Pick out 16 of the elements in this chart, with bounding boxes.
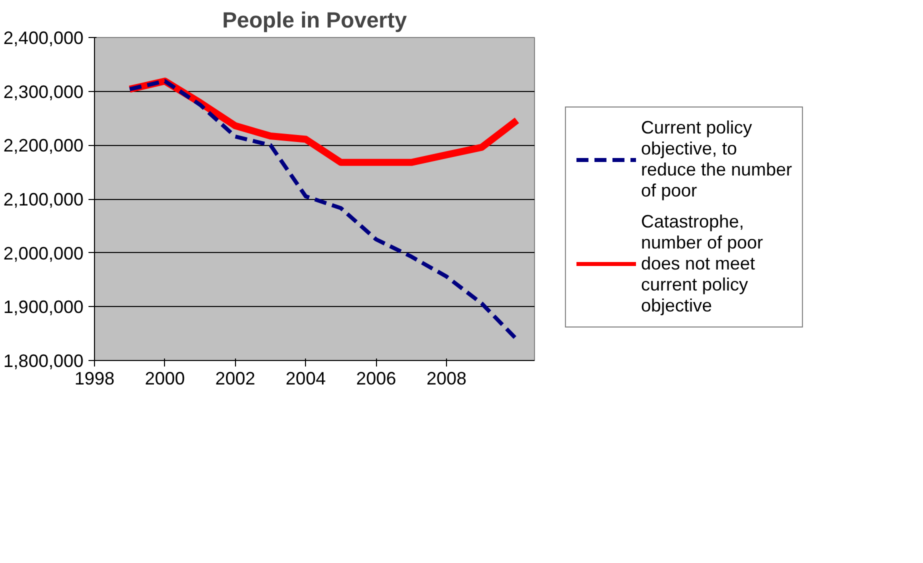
y-tick-label: 2,200,000 <box>3 136 84 156</box>
y-tick-label: 1,800,000 <box>3 351 84 371</box>
x-tick-label: 2006 <box>356 368 396 388</box>
x-tick-label: 2004 <box>286 368 326 388</box>
y-tick-label: 2,400,000 <box>3 28 84 48</box>
y-tick-label: 1,900,000 <box>3 297 84 318</box>
chart-title: People in Poverty <box>222 8 408 32</box>
x-tick-label: 2008 <box>426 368 467 388</box>
x-tick-label: 2002 <box>215 368 256 388</box>
x-tick-label: 1998 <box>74 368 115 388</box>
legend-label: Catastrophe, number of poor does not meet current policy objective <box>640 211 764 316</box>
y-tick-label: 2,100,000 <box>3 190 84 210</box>
y-tick-label: 2,000,000 <box>3 243 84 264</box>
y-tick-label: 2,300,000 <box>3 82 84 102</box>
legend-label: Current policy objective, to reduce the number of poor <box>640 117 792 201</box>
x-tick-label: 2000 <box>144 368 185 388</box>
